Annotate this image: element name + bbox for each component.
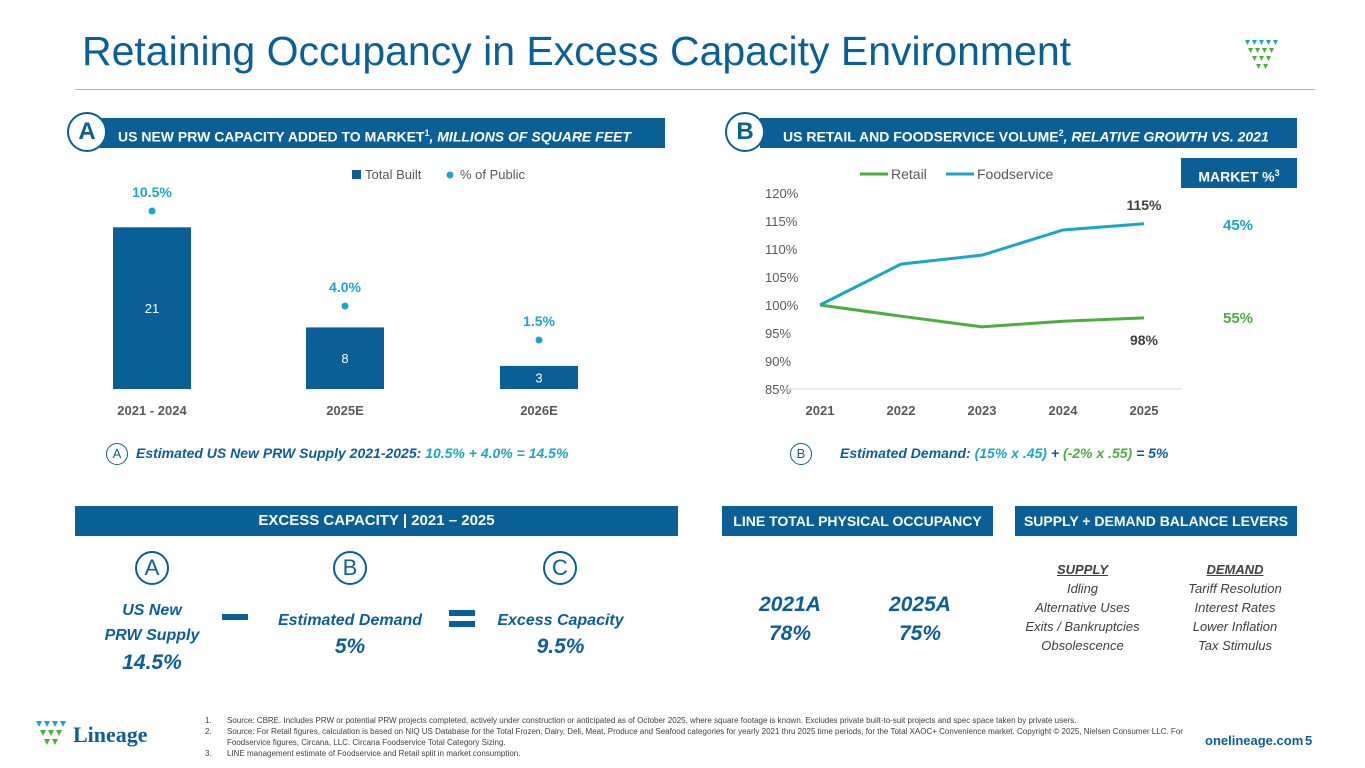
y-tick-label: 95% — [765, 326, 791, 341]
supply-estimate: Estimated US New PRW Supply 2021-2025: 1… — [136, 445, 569, 461]
y-tick-label: 105% — [765, 270, 799, 285]
excess-a-badge: A — [135, 551, 169, 585]
legend-foodservice: Foodservice — [977, 166, 1053, 182]
excess-b-badge: B — [333, 551, 367, 585]
x-tick-label: 2021 - 2024 — [117, 403, 187, 418]
occupancy-2021: 2021A 78% — [759, 593, 821, 645]
pct-public-dot — [535, 336, 543, 344]
section-b-header: US RETAIL AND FOODSERVICE VOLUME2, RELAT… — [760, 118, 1297, 148]
volume-line-chart: 85% 90% 95% 100% 105% 110% 115% 120% 2021 2022 202… — [765, 166, 1182, 418]
market-foodservice-pct: 45% — [1223, 217, 1254, 234]
bar-total-built — [500, 365, 578, 389]
bar-total-built — [113, 227, 191, 389]
estimate-a-badge: A — [106, 443, 128, 465]
footnote: 1. Source: CBRE. Includes PRW or potentia… — [205, 716, 1077, 725]
demand-value: 5% — [334, 635, 366, 658]
section-a-badge: A — [67, 112, 107, 152]
pct-public-label: 4.0% — [329, 279, 361, 295]
y-tick-label: 115% — [765, 214, 798, 229]
end-value-label: 115% — [1126, 197, 1162, 213]
section-a-header: US NEW PRW CAPACITY ADDED TO MARKET1, MI… — [95, 118, 665, 148]
minus-sign-icon — [222, 614, 248, 620]
legend-pct-public-dot — [446, 171, 454, 179]
lineage-logo: Lineage — [35, 720, 148, 750]
legend-retail: Retail — [891, 166, 927, 182]
section-b-badge: B — [725, 112, 765, 152]
demand-estimate: Estimated Demand: (15% x .45) + (-2% x .… — [840, 445, 1169, 461]
y-tick-label: 110% — [765, 242, 798, 257]
footnote: 3. LINE management estimate of Foodservic… — [205, 749, 521, 758]
bar-total-built — [306, 327, 384, 389]
x-tick-label: 2025E — [326, 403, 364, 418]
supply-levers: SUPPLY Idling Alternative Uses Exits / Ban… — [1025, 562, 1140, 653]
excess-label: Excess Capacity 9.5% — [478, 608, 643, 661]
x-tick-label: 2022 — [887, 403, 916, 418]
excess-value: 9.5% — [536, 635, 585, 658]
legend-total-built-swatch — [352, 170, 361, 179]
page-number: 5 — [1305, 733, 1313, 748]
website-link[interactable]: onelineage.com — [1205, 733, 1304, 748]
x-tick-label: 2021 — [806, 403, 835, 418]
capacity-bar-chart: 21 10.5% 2021 - 2024 8 4.0% 2025E 3 1.5% 2026E T… — [113, 167, 578, 418]
estimate-b-badge: B — [790, 443, 812, 465]
bar-value-label: 21 — [145, 301, 159, 316]
pct-public-label: 1.5% — [523, 313, 555, 329]
occupancy-2025: 2025A 75% — [889, 593, 951, 645]
pct-public-dot — [341, 302, 349, 310]
pct-public-dot — [148, 207, 156, 215]
footnotes: 1. Source: CBRE. Includes PRW or potentia… — [205, 715, 1205, 759]
excess-c-badge: C — [543, 551, 577, 585]
page-title: Retaining Occupancy in Excess Capacity E… — [82, 28, 1072, 74]
bar-value-label: 3 — [535, 370, 542, 385]
y-tick-label: 100% — [765, 298, 799, 313]
pct-public-label: 10.5% — [132, 184, 172, 200]
x-tick-label: 2025 — [1130, 403, 1159, 418]
y-tick-label: 90% — [765, 354, 791, 369]
equals-sign-icon — [449, 610, 475, 616]
x-tick-label: 2024 — [1049, 403, 1079, 418]
bar-value-label: 8 — [341, 351, 348, 366]
supply-value: 14.5% — [122, 651, 182, 674]
levers-header: SUPPLY + DEMAND BALANCE LEVERS — [1015, 506, 1297, 536]
market-retail-pct: 55% — [1223, 310, 1254, 327]
demand-label: Estimated Demand 5% — [260, 608, 440, 661]
y-tick-label: 120% — [765, 186, 799, 201]
demand-levers: DEMAND Tariff Resolution Interest Rates Lo… — [1188, 562, 1282, 653]
market-pct-header: MARKET %3 — [1181, 158, 1297, 188]
legend-total-built: Total Built — [365, 167, 422, 182]
lineage-shield-icon — [36, 721, 66, 745]
series-line-foodservice — [819, 222, 1145, 307]
title-divider — [75, 89, 1315, 90]
footnote: 2. Source: For Retail figures, calculatio… — [205, 727, 1183, 747]
occupancy-header: LINE TOTAL PHYSICAL OCCUPANCY — [722, 506, 993, 536]
excess-capacity-header: EXCESS CAPACITY | 2021 – 2025 — [75, 506, 678, 536]
lineage-shield-logo-icon — [1245, 40, 1278, 69]
x-tick-label: 2026E — [520, 403, 558, 418]
y-tick-label: 85% — [765, 382, 791, 397]
series-line-retail — [819, 303, 1145, 329]
end-value-label: 98% — [1130, 332, 1159, 348]
x-tick-label: 2023 — [968, 403, 997, 418]
supply-label: US New PRW Supply 14.5% — [82, 598, 222, 678]
legend-pct-public: % of Public — [460, 167, 526, 182]
